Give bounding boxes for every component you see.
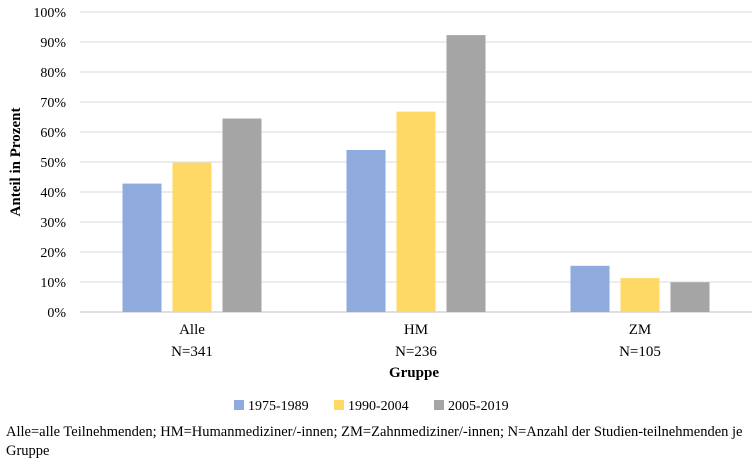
x-axis-title: Gruppe [389, 365, 439, 381]
legend-swatch [334, 400, 344, 410]
y-axis-title: Anteil in Prozent [8, 108, 24, 217]
bar-hm-2005-2019 [446, 35, 486, 312]
y-tick-label: 90% [40, 36, 66, 51]
y-tick-label: 30% [40, 216, 66, 231]
x-category-label: Alle [179, 322, 205, 338]
legend-label: 2005-2019 [448, 399, 509, 414]
x-category-sublabel: N=105 [619, 344, 661, 360]
bar-hm-1990-2004 [396, 111, 436, 312]
bar-chart: 0% 10% 20% 30% 40% 50% 60% 70% 80% 90% 100% Alle N=… [8, 6, 752, 414]
bar-hm-1975-1989 [346, 150, 386, 312]
footnote: Alle=alle Teilnehmenden; HM=Humanmedizin… [6, 424, 743, 459]
x-category-sublabel: N=341 [171, 344, 213, 360]
y-tick-label: 10% [40, 276, 66, 291]
x-category-label: ZM [629, 322, 652, 338]
x-category-sublabel: N=236 [395, 344, 437, 360]
legend-label: 1990-2004 [348, 399, 409, 414]
bars [122, 35, 710, 312]
y-tick-label: 0% [47, 306, 66, 321]
bar-alle-2005-2019 [222, 118, 262, 312]
y-tick-label: 40% [40, 186, 66, 201]
y-tick-label: 80% [40, 66, 66, 81]
bar-zm-1975-1989 [570, 265, 610, 312]
legend-swatch [234, 400, 244, 410]
legend-swatch [434, 400, 444, 410]
y-tick-label: 50% [40, 156, 66, 171]
bar-alle-1975-1989 [122, 183, 162, 312]
y-tick-label: 100% [33, 6, 66, 21]
x-category-label: HM [404, 322, 428, 338]
bar-zm-2005-2019 [670, 282, 710, 312]
y-tick-label: 20% [40, 246, 66, 261]
y-tick-label: 60% [40, 126, 66, 141]
y-tick-labels: 0% 10% 20% 30% 40% 50% 60% 70% 80% 90% 100% [33, 6, 66, 321]
category-labels: Alle N=341 HM N=236 ZM N=105 [171, 322, 661, 360]
bar-alle-1990-2004 [172, 162, 212, 312]
legend: 1975-1989 1990-2004 2005-2019 [234, 399, 509, 414]
bar-zm-1990-2004 [620, 278, 660, 312]
legend-label: 1975-1989 [248, 399, 309, 414]
y-tick-label: 70% [40, 96, 66, 111]
